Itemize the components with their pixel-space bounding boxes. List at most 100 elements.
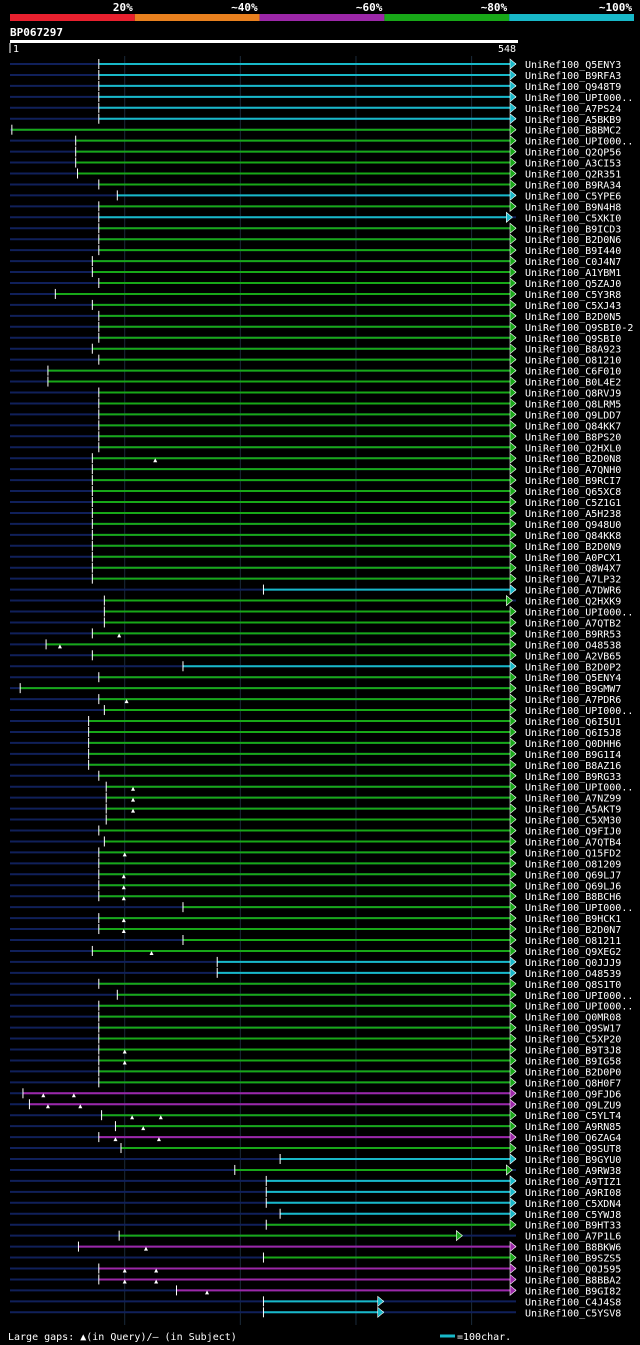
hit-label[interactable]: UniRef100_B9GI82	[525, 1286, 621, 1297]
hit-label[interactable]: UniRef100_A7QNH0	[525, 465, 621, 476]
hit-label[interactable]: UniRef100_Q9XEG2	[525, 947, 621, 958]
hit-label[interactable]: UniRef100_Q6ZAG4	[525, 1133, 621, 1144]
hit-label[interactable]: UniRef100_B8AZ16	[525, 761, 621, 772]
hit-label[interactable]: UniRef100_B8BCH6	[525, 892, 621, 903]
hit-label[interactable]: UniRef100_B9T3J8	[525, 1046, 621, 1057]
hit-label[interactable]: UniRef100_B8PS20	[525, 432, 621, 443]
hit-label[interactable]: UniRef100_B8A923	[525, 345, 621, 356]
hit-label[interactable]: UniRef100_B9GMW7	[525, 684, 621, 695]
hit-label[interactable]: UniRef100_B9HT33	[525, 1221, 621, 1232]
hit-label[interactable]: UniRef100_Q0DHH6	[525, 739, 621, 750]
hit-label[interactable]: UniRef100_A1YBM1	[525, 268, 621, 279]
hit-label[interactable]: UniRef100_Q5ENY4	[525, 673, 621, 684]
hit-label[interactable]: UniRef100_B0L4E2	[525, 378, 621, 389]
hit-label[interactable]: UniRef100_C4J4S8	[525, 1297, 621, 1308]
hit-label[interactable]: UniRef100_Q9FJD6	[525, 1089, 621, 1100]
hit-label[interactable]: UniRef100_UPI000..	[525, 783, 633, 794]
hit-label[interactable]: UniRef100_A5BKB9	[525, 115, 621, 126]
hit-label[interactable]: UniRef100_C5Z1G1	[525, 498, 621, 509]
hit-label[interactable]: UniRef100_Q9SW17	[525, 1024, 621, 1035]
hit-label[interactable]: UniRef100_A9TIZ1	[525, 1177, 621, 1188]
hit-label[interactable]: UniRef100_Q9SUT8	[525, 1144, 621, 1155]
hit-label[interactable]: UniRef100_B2D0N8	[525, 454, 621, 465]
hit-label[interactable]: UniRef100_C6F010	[525, 367, 621, 378]
hit-label[interactable]: UniRef100_B8BBA2	[525, 1275, 621, 1286]
hit-label[interactable]: UniRef100_C5XKI0	[525, 213, 621, 224]
hit-label[interactable]: UniRef100_UPI000..	[525, 1002, 633, 1013]
hit-label[interactable]: UniRef100_B2D0P2	[525, 662, 621, 673]
hit-label[interactable]: UniRef100_A7PDR6	[525, 695, 621, 706]
hit-label[interactable]: UniRef100_Q8H0F7	[525, 1078, 621, 1089]
hit-label[interactable]: UniRef100_O81209	[525, 859, 621, 870]
hit-label[interactable]: UniRef100_Q9LZU9	[525, 1100, 621, 1111]
hit-label[interactable]: UniRef100_C5YLT4	[525, 1111, 621, 1122]
hit-label[interactable]: UniRef100_A7PS24	[525, 104, 621, 115]
hit-label[interactable]: UniRef100_B9I440	[525, 246, 621, 257]
hit-label[interactable]: UniRef100_B9ICD3	[525, 224, 621, 235]
hit-label[interactable]: UniRef100_Q5ZAJ0	[525, 279, 621, 290]
hit-label[interactable]: UniRef100_A0PCX1	[525, 553, 621, 564]
hit-label[interactable]: UniRef100_B9RFA3	[525, 71, 621, 82]
hit-label[interactable]: UniRef100_O48538	[525, 640, 621, 651]
hit-label[interactable]: UniRef100_Q0J595	[525, 1265, 621, 1276]
hit-label[interactable]: UniRef100_A7QTB4	[525, 837, 621, 848]
hit-label[interactable]: UniRef100_UPI000..	[525, 903, 633, 914]
hit-label[interactable]: UniRef100_B2D0N6	[525, 235, 621, 246]
hit-label[interactable]: UniRef100_Q948U0	[525, 520, 621, 531]
hit-label[interactable]: UniRef100_A7NZ99	[525, 794, 621, 805]
hit-label[interactable]: UniRef100_UPI000..	[525, 608, 633, 619]
hit-label[interactable]: UniRef100_C5XJ43	[525, 301, 621, 312]
hit-label[interactable]: UniRef100_B9RCI7	[525, 476, 621, 487]
hit-label[interactable]: UniRef100_B2D0P0	[525, 1067, 621, 1078]
hit-label[interactable]: UniRef100_Q8LRM5	[525, 399, 621, 410]
hit-label[interactable]: UniRef100_B2D0N5	[525, 312, 621, 323]
hit-label[interactable]: UniRef100_B9RR53	[525, 629, 621, 640]
hit-label[interactable]: UniRef100_Q6I5U1	[525, 717, 621, 728]
hit-label[interactable]: UniRef100_B8BMC2	[525, 126, 621, 137]
hit-label[interactable]: UniRef100_Q0MR08	[525, 1013, 621, 1024]
hit-label[interactable]: UniRef100_B9SZS5	[525, 1254, 621, 1265]
hit-label[interactable]: UniRef100_Q0JJJ9	[525, 958, 621, 969]
hit-label[interactable]: UniRef100_Q9LDD7	[525, 410, 621, 421]
hit-label[interactable]: UniRef100_A9RN85	[525, 1122, 621, 1133]
hit-label[interactable]: UniRef100_Q6I5J8	[525, 728, 621, 739]
hit-label[interactable]: UniRef100_Q8RVJ9	[525, 389, 621, 400]
hit-label[interactable]: UniRef100_C0J4N7	[525, 257, 621, 268]
hit-label[interactable]: UniRef100_B9HCK1	[525, 914, 621, 925]
hit-label[interactable]: UniRef100_Q15FD2	[525, 848, 621, 859]
hit-label[interactable]: UniRef100_B2D0N7	[525, 925, 621, 936]
hit-label[interactable]: UniRef100_Q9SBI0	[525, 334, 621, 345]
hit-label[interactable]: UniRef100_C5YSV8	[525, 1308, 621, 1319]
hit-label[interactable]: UniRef100_Q2R351	[525, 170, 621, 181]
hit-label[interactable]: UniRef100_B9G1I4	[525, 750, 621, 761]
hit-label[interactable]: UniRef100_A7LP32	[525, 575, 621, 586]
hit-label[interactable]: UniRef100_B9RA34	[525, 180, 621, 191]
hit-label[interactable]: UniRef100_O48539	[525, 969, 621, 980]
hit-label[interactable]: UniRef100_Q2HXK9	[525, 597, 621, 608]
hit-label[interactable]: UniRef100_UPI000..	[525, 991, 633, 1002]
hit-label[interactable]: UniRef100_Q65XC8	[525, 487, 621, 498]
hit-label[interactable]: UniRef100_A7DWR6	[525, 586, 621, 597]
hit-label[interactable]: UniRef100_Q8W4X7	[525, 564, 621, 575]
hit-label[interactable]: UniRef100_A7QTB2	[525, 618, 621, 629]
hit-label[interactable]: UniRef100_A3CI53	[525, 159, 621, 170]
hit-label[interactable]: UniRef100_Q84KK7	[525, 421, 621, 432]
hit-label[interactable]: UniRef100_O81211	[525, 936, 621, 947]
hit-label[interactable]: UniRef100_A9RI08	[525, 1188, 621, 1199]
hit-label[interactable]: UniRef100_A9RW38	[525, 1166, 621, 1177]
hit-label[interactable]: UniRef100_Q948T9	[525, 82, 621, 93]
hit-label[interactable]: UniRef100_A7P1L6	[525, 1232, 621, 1243]
hit-label[interactable]: UniRef100_C5YWJ8	[525, 1210, 621, 1221]
hit-label[interactable]: UniRef100_C5XDN4	[525, 1199, 621, 1210]
hit-label[interactable]: UniRef100_Q2HXL0	[525, 443, 621, 454]
hit-label[interactable]: UniRef100_B8BKW6	[525, 1243, 621, 1254]
hit-label[interactable]: UniRef100_Q84KK8	[525, 531, 621, 542]
hit-label[interactable]: UniRef100_B9GYU0	[525, 1155, 621, 1166]
hit-label[interactable]: UniRef100_A5AKT9	[525, 805, 621, 816]
hit-label[interactable]: UniRef100_Q8S1T0	[525, 980, 621, 991]
hit-label[interactable]: UniRef100_C5XM30	[525, 816, 621, 827]
hit-label[interactable]: UniRef100_O81210	[525, 356, 621, 367]
hit-label[interactable]: UniRef100_B2D0N9	[525, 542, 621, 553]
hit-label[interactable]: UniRef100_Q2QP56	[525, 148, 621, 159]
hit-label[interactable]: UniRef100_B9N4H8	[525, 202, 621, 213]
